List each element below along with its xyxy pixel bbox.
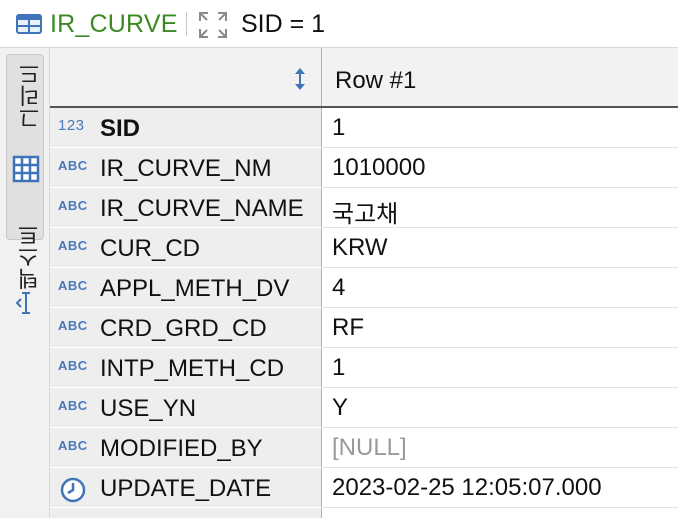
table-row[interactable]: ABC USE_YN Y bbox=[50, 388, 678, 428]
field-name: SID bbox=[100, 115, 141, 142]
numeric-type-icon: 123 bbox=[58, 117, 85, 134]
field-value: 국고채 bbox=[332, 201, 399, 228]
field-value-cell[interactable]: 국고채 bbox=[322, 188, 678, 228]
table-row[interactable]: ABC CRD_GRD_CD RF bbox=[50, 308, 678, 348]
field-value: 1010000 bbox=[332, 154, 426, 181]
field-name: MODIFIED_BY bbox=[100, 435, 263, 462]
table-row[interactable]: ABC APPL_METH_DV 4 bbox=[50, 268, 678, 308]
field-label-cell: ABC APPL_METH_DV bbox=[50, 268, 322, 308]
field-value-cell[interactable]: 1 bbox=[322, 108, 678, 148]
table-icon bbox=[16, 14, 42, 39]
field-value-cell[interactable]: 4 bbox=[322, 268, 678, 308]
text-cursor-icon[interactable] bbox=[15, 290, 36, 321]
field-name: CRD_GRD_CD bbox=[100, 315, 267, 342]
clock-icon bbox=[60, 477, 86, 508]
field-value-cell[interactable]: 1 bbox=[322, 348, 678, 388]
field-value-cell[interactable]: KRW bbox=[322, 228, 678, 268]
string-type-icon: ABC bbox=[58, 278, 88, 293]
field-name: USE_YN bbox=[100, 395, 197, 422]
expand-icon[interactable] bbox=[198, 11, 228, 44]
field-label-cell: 123 SID bbox=[50, 108, 322, 148]
field-label-cell: ABC CRD_GRD_CD bbox=[50, 308, 322, 348]
field-name: IR_CURVE_NM bbox=[100, 155, 272, 182]
table-row[interactable]: ABC IR_CURVE_NAME 국고채 bbox=[50, 188, 678, 228]
field-value: 4 bbox=[332, 274, 346, 301]
sort-updown-icon[interactable] bbox=[294, 68, 306, 95]
table-row[interactable]: ABC MODIFIED_BY [NULL] bbox=[50, 428, 678, 468]
field-label-cell: ABC CUR_CD bbox=[50, 228, 322, 268]
field-value-cell[interactable]: [NULL] bbox=[322, 428, 678, 468]
editor-toolbar: IR_CURVE SID = 1 bbox=[0, 0, 678, 48]
field-name: CUR_CD bbox=[100, 235, 201, 262]
field-value: Y bbox=[332, 394, 349, 421]
null-value: [NULL] bbox=[332, 434, 407, 461]
header-corner[interactable] bbox=[50, 48, 322, 106]
field-label-cell: ABC IR_CURVE_NM bbox=[50, 148, 322, 188]
field-name: INTP_METH_CD bbox=[100, 355, 285, 382]
field-value: KRW bbox=[332, 234, 388, 261]
field-label-cell: ABC INTP_METH_CD bbox=[50, 348, 322, 388]
field-label-cell: ABC MODIFIED_BY bbox=[50, 428, 322, 468]
field-value: 1 bbox=[332, 354, 346, 381]
filter-expression[interactable]: SID = 1 bbox=[241, 10, 326, 38]
field-name: APPL_METH_DV bbox=[100, 275, 290, 302]
field-value-cell[interactable]: 1010000 bbox=[322, 148, 678, 188]
field-name: IR_CURVE_NAME bbox=[100, 195, 304, 222]
table-row[interactable]: ABC IR_CURVE_NM 1010000 bbox=[50, 148, 678, 188]
table-row[interactable]: ABC CUR_CD KRW bbox=[50, 228, 678, 268]
table-row[interactable]: ABC INTP_METH_CD 1 bbox=[50, 348, 678, 388]
field-value-cell[interactable]: RF bbox=[322, 308, 678, 348]
tab-grid[interactable]: 그리드 bbox=[6, 54, 44, 240]
field-label-cell: ABC USE_YN bbox=[50, 388, 322, 428]
string-type-icon: ABC bbox=[58, 238, 88, 253]
record-grid: Row #1 123 SID 1 ABC IR_CURVE_NM 1010000… bbox=[50, 48, 678, 518]
string-type-icon: ABC bbox=[58, 158, 88, 173]
field-value-cell[interactable]: 2023-02-25 12:05:07.000 bbox=[322, 468, 678, 508]
field-label-cell: ABC IR_CURVE_NAME bbox=[50, 188, 322, 228]
table-name[interactable]: IR_CURVE bbox=[50, 10, 178, 38]
string-type-icon: ABC bbox=[58, 198, 88, 213]
field-value: 2023-02-25 12:05:07.000 bbox=[332, 474, 602, 501]
tab-text-label[interactable]: 텍스트 bbox=[17, 224, 42, 290]
grid-icon bbox=[12, 155, 40, 188]
record-rows: 123 SID 1 ABC IR_CURVE_NM 1010000 ABC IR… bbox=[50, 108, 678, 508]
grid-label-column-filler bbox=[50, 508, 322, 518]
view-mode-sidebar: 그리드 텍스트 bbox=[0, 48, 50, 518]
toolbar-divider bbox=[186, 12, 187, 36]
table-row[interactable]: 123 SID 1 bbox=[50, 108, 678, 148]
field-label-cell: UPDATE_DATE bbox=[50, 468, 322, 508]
field-value: RF bbox=[332, 314, 364, 341]
string-type-icon: ABC bbox=[58, 358, 88, 373]
column-header-row-1[interactable]: Row #1 bbox=[335, 67, 417, 94]
string-type-icon: ABC bbox=[58, 438, 88, 453]
tab-grid-label: 그리드 bbox=[18, 63, 43, 129]
table-row[interactable]: UPDATE_DATE 2023-02-25 12:05:07.000 bbox=[50, 468, 678, 508]
field-value-cell[interactable]: Y bbox=[322, 388, 678, 428]
field-value: 1 bbox=[332, 114, 346, 141]
string-type-icon: ABC bbox=[58, 398, 88, 413]
grid-header: Row #1 bbox=[50, 48, 678, 108]
string-type-icon: ABC bbox=[58, 318, 88, 333]
field-name: UPDATE_DATE bbox=[100, 475, 272, 502]
